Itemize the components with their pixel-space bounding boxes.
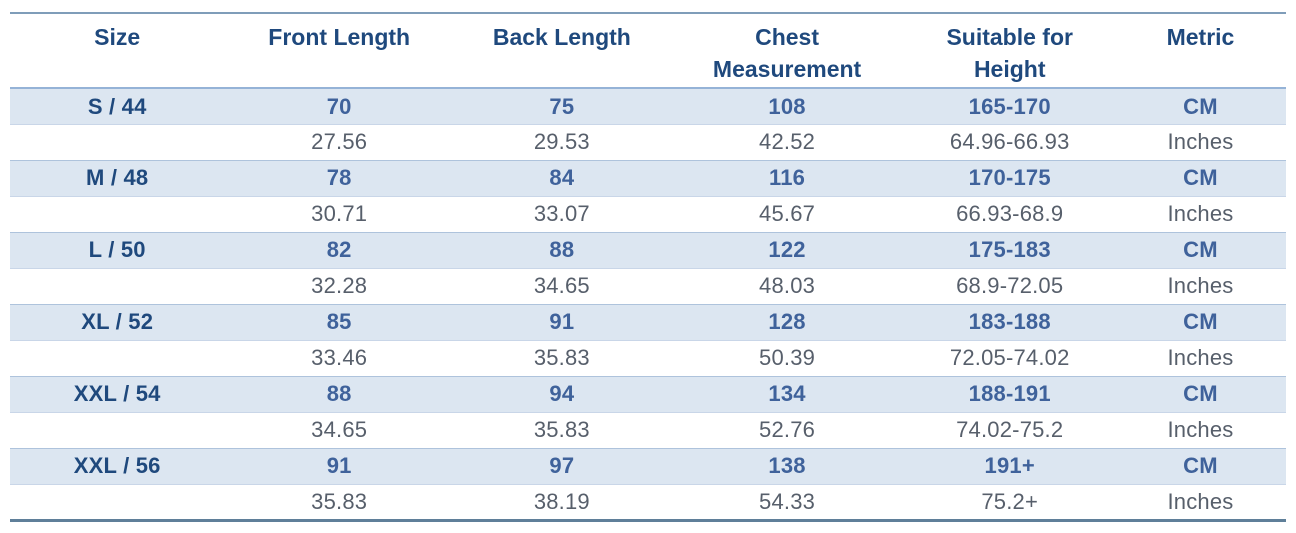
cell-back-length: 35.83	[533, 417, 590, 443]
cell-metric: CM	[1114, 87, 1286, 125]
table-row: XL / 52 85 91 128 183-188 CM	[10, 303, 1286, 341]
col-header-size: Size	[10, 11, 225, 89]
cell-size: XL / 52	[10, 303, 225, 341]
table-row: XXL / 54 88 94 134 188-191 CM	[10, 375, 1286, 413]
cell-size	[10, 484, 225, 522]
cell-front-length: 70	[224, 87, 455, 125]
cell-metric: CM	[1114, 447, 1286, 485]
table-row: 30.71 33.07 45.67 66.93-68.9 Inches	[10, 196, 1286, 233]
cell-back-length: 33.07	[533, 201, 590, 227]
cell-back-length: 35.83	[533, 345, 590, 371]
cell-suitable-height: 170-175	[904, 159, 1115, 197]
cell-back-length: 38.19	[454, 484, 670, 522]
cell-metric: Inches	[1167, 129, 1234, 155]
cell-size: XXL / 56	[10, 447, 225, 485]
cell-size: XXL / 54	[10, 375, 225, 413]
cell-suitable-height: 74.02-75.2	[956, 417, 1064, 443]
cell-size	[10, 268, 224, 304]
cell-back-length: 34.65	[533, 273, 590, 299]
cell-chest-measurement: 42.52	[759, 129, 816, 155]
cell-chest-measurement: 128	[669, 303, 905, 341]
cell-chest-measurement: 50.39	[759, 345, 816, 371]
cell-suitable-height: 183-188	[904, 303, 1115, 341]
table-row: M / 48 78 84 116 170-175 CM	[10, 159, 1286, 197]
cell-metric: Inches	[1167, 201, 1234, 227]
cell-suitable-height: 68.9-72.05	[956, 273, 1064, 299]
cell-chest-measurement: 45.67	[759, 201, 816, 227]
cell-chest-measurement: 52.76	[759, 417, 816, 443]
table-row: 32.28 34.65 48.03 68.9-72.05 Inches	[10, 268, 1286, 305]
table-row: 33.46 35.83 50.39 72.05-74.02 Inches	[10, 340, 1286, 377]
cell-front-length: 34.65	[311, 417, 368, 443]
table-row: L / 50 82 88 122 175-183 CM	[10, 231, 1286, 269]
cell-metric: CM	[1114, 159, 1286, 197]
table-row: XXL / 56 91 97 138 191+ CM	[10, 447, 1286, 485]
cell-metric: Inches	[1167, 417, 1234, 443]
cell-suitable-height: 188-191	[904, 375, 1115, 413]
cell-metric: CM	[1114, 303, 1286, 341]
cell-back-length: 94	[454, 375, 670, 413]
cell-suitable-height: 64.96-66.93	[949, 129, 1070, 155]
cell-front-length: 82	[224, 231, 455, 269]
cell-chest-measurement: 108	[669, 87, 905, 125]
cell-front-length: 88	[224, 375, 455, 413]
table-row: 34.65 35.83 52.76 74.02-75.2 Inches	[10, 412, 1286, 449]
size-chart-header: Size Front Length Back Length Chest Meas…	[10, 11, 1286, 89]
cell-back-length: 84	[454, 159, 670, 197]
cell-size	[10, 124, 224, 160]
cell-front-length: 32.28	[311, 273, 368, 299]
cell-front-length: 27.56	[311, 129, 368, 155]
cell-size: S / 44	[10, 87, 225, 125]
cell-front-length: 78	[224, 159, 455, 197]
col-header-metric: Metric	[1114, 11, 1286, 89]
cell-front-length: 30.71	[311, 201, 368, 227]
cell-back-length: 91	[454, 303, 670, 341]
cell-back-length: 29.53	[533, 129, 590, 155]
table-row: 35.83 38.19 54.33 75.2+ Inches	[10, 484, 1286, 522]
cell-front-length: 35.83	[224, 484, 455, 522]
cell-size: L / 50	[10, 231, 225, 269]
cell-chest-measurement: 54.33	[669, 484, 905, 522]
col-header-back-length: Back Length	[454, 11, 670, 89]
col-header-suitable-height: Suitable for Height	[904, 11, 1115, 89]
cell-front-length: 33.46	[311, 345, 368, 371]
cell-front-length: 85	[224, 303, 455, 341]
cell-suitable-height: 165-170	[904, 87, 1115, 125]
cell-metric: Inches	[1167, 273, 1234, 299]
cell-size	[10, 196, 224, 232]
cell-front-length: 91	[224, 447, 455, 485]
header-row: Size Front Length Back Length Chest Meas…	[10, 11, 1286, 89]
cell-chest-measurement: 138	[669, 447, 905, 485]
cell-suitable-height: 72.05-74.02	[949, 345, 1070, 371]
table-row: S / 44 70 75 108 165-170 CM	[10, 87, 1286, 125]
cell-back-length: 75	[454, 87, 670, 125]
cell-chest-measurement: 48.03	[759, 273, 816, 299]
table-row: 27.56 29.53 42.52 64.96-66.93 Inches	[10, 124, 1286, 161]
cell-metric: CM	[1114, 231, 1286, 269]
cell-chest-measurement: 122	[669, 231, 905, 269]
col-header-front-length: Front Length	[224, 11, 455, 89]
size-chart-body: S / 44 70 75 108 165-170 CM 27.56 29.53 42.52 64.…	[10, 87, 1286, 522]
cell-chest-measurement: 116	[669, 159, 905, 197]
cell-suitable-height: 75.2+	[904, 484, 1115, 522]
cell-size	[10, 340, 224, 376]
cell-suitable-height: 191+	[904, 447, 1115, 485]
cell-size	[10, 412, 224, 448]
size-chart-table: Size Front Length Back Length Chest Meas…	[10, 11, 1286, 522]
cell-back-length: 88	[454, 231, 670, 269]
col-header-chest-measurement: Chest Measurement	[669, 11, 905, 89]
cell-back-length: 97	[454, 447, 670, 485]
cell-size: M / 48	[10, 159, 225, 197]
cell-metric: CM	[1114, 375, 1286, 413]
cell-suitable-height: 66.93-68.9	[956, 201, 1064, 227]
cell-chest-measurement: 134	[669, 375, 905, 413]
cell-metric: Inches	[1114, 484, 1286, 522]
cell-suitable-height: 175-183	[904, 231, 1115, 269]
cell-metric: Inches	[1167, 345, 1234, 371]
